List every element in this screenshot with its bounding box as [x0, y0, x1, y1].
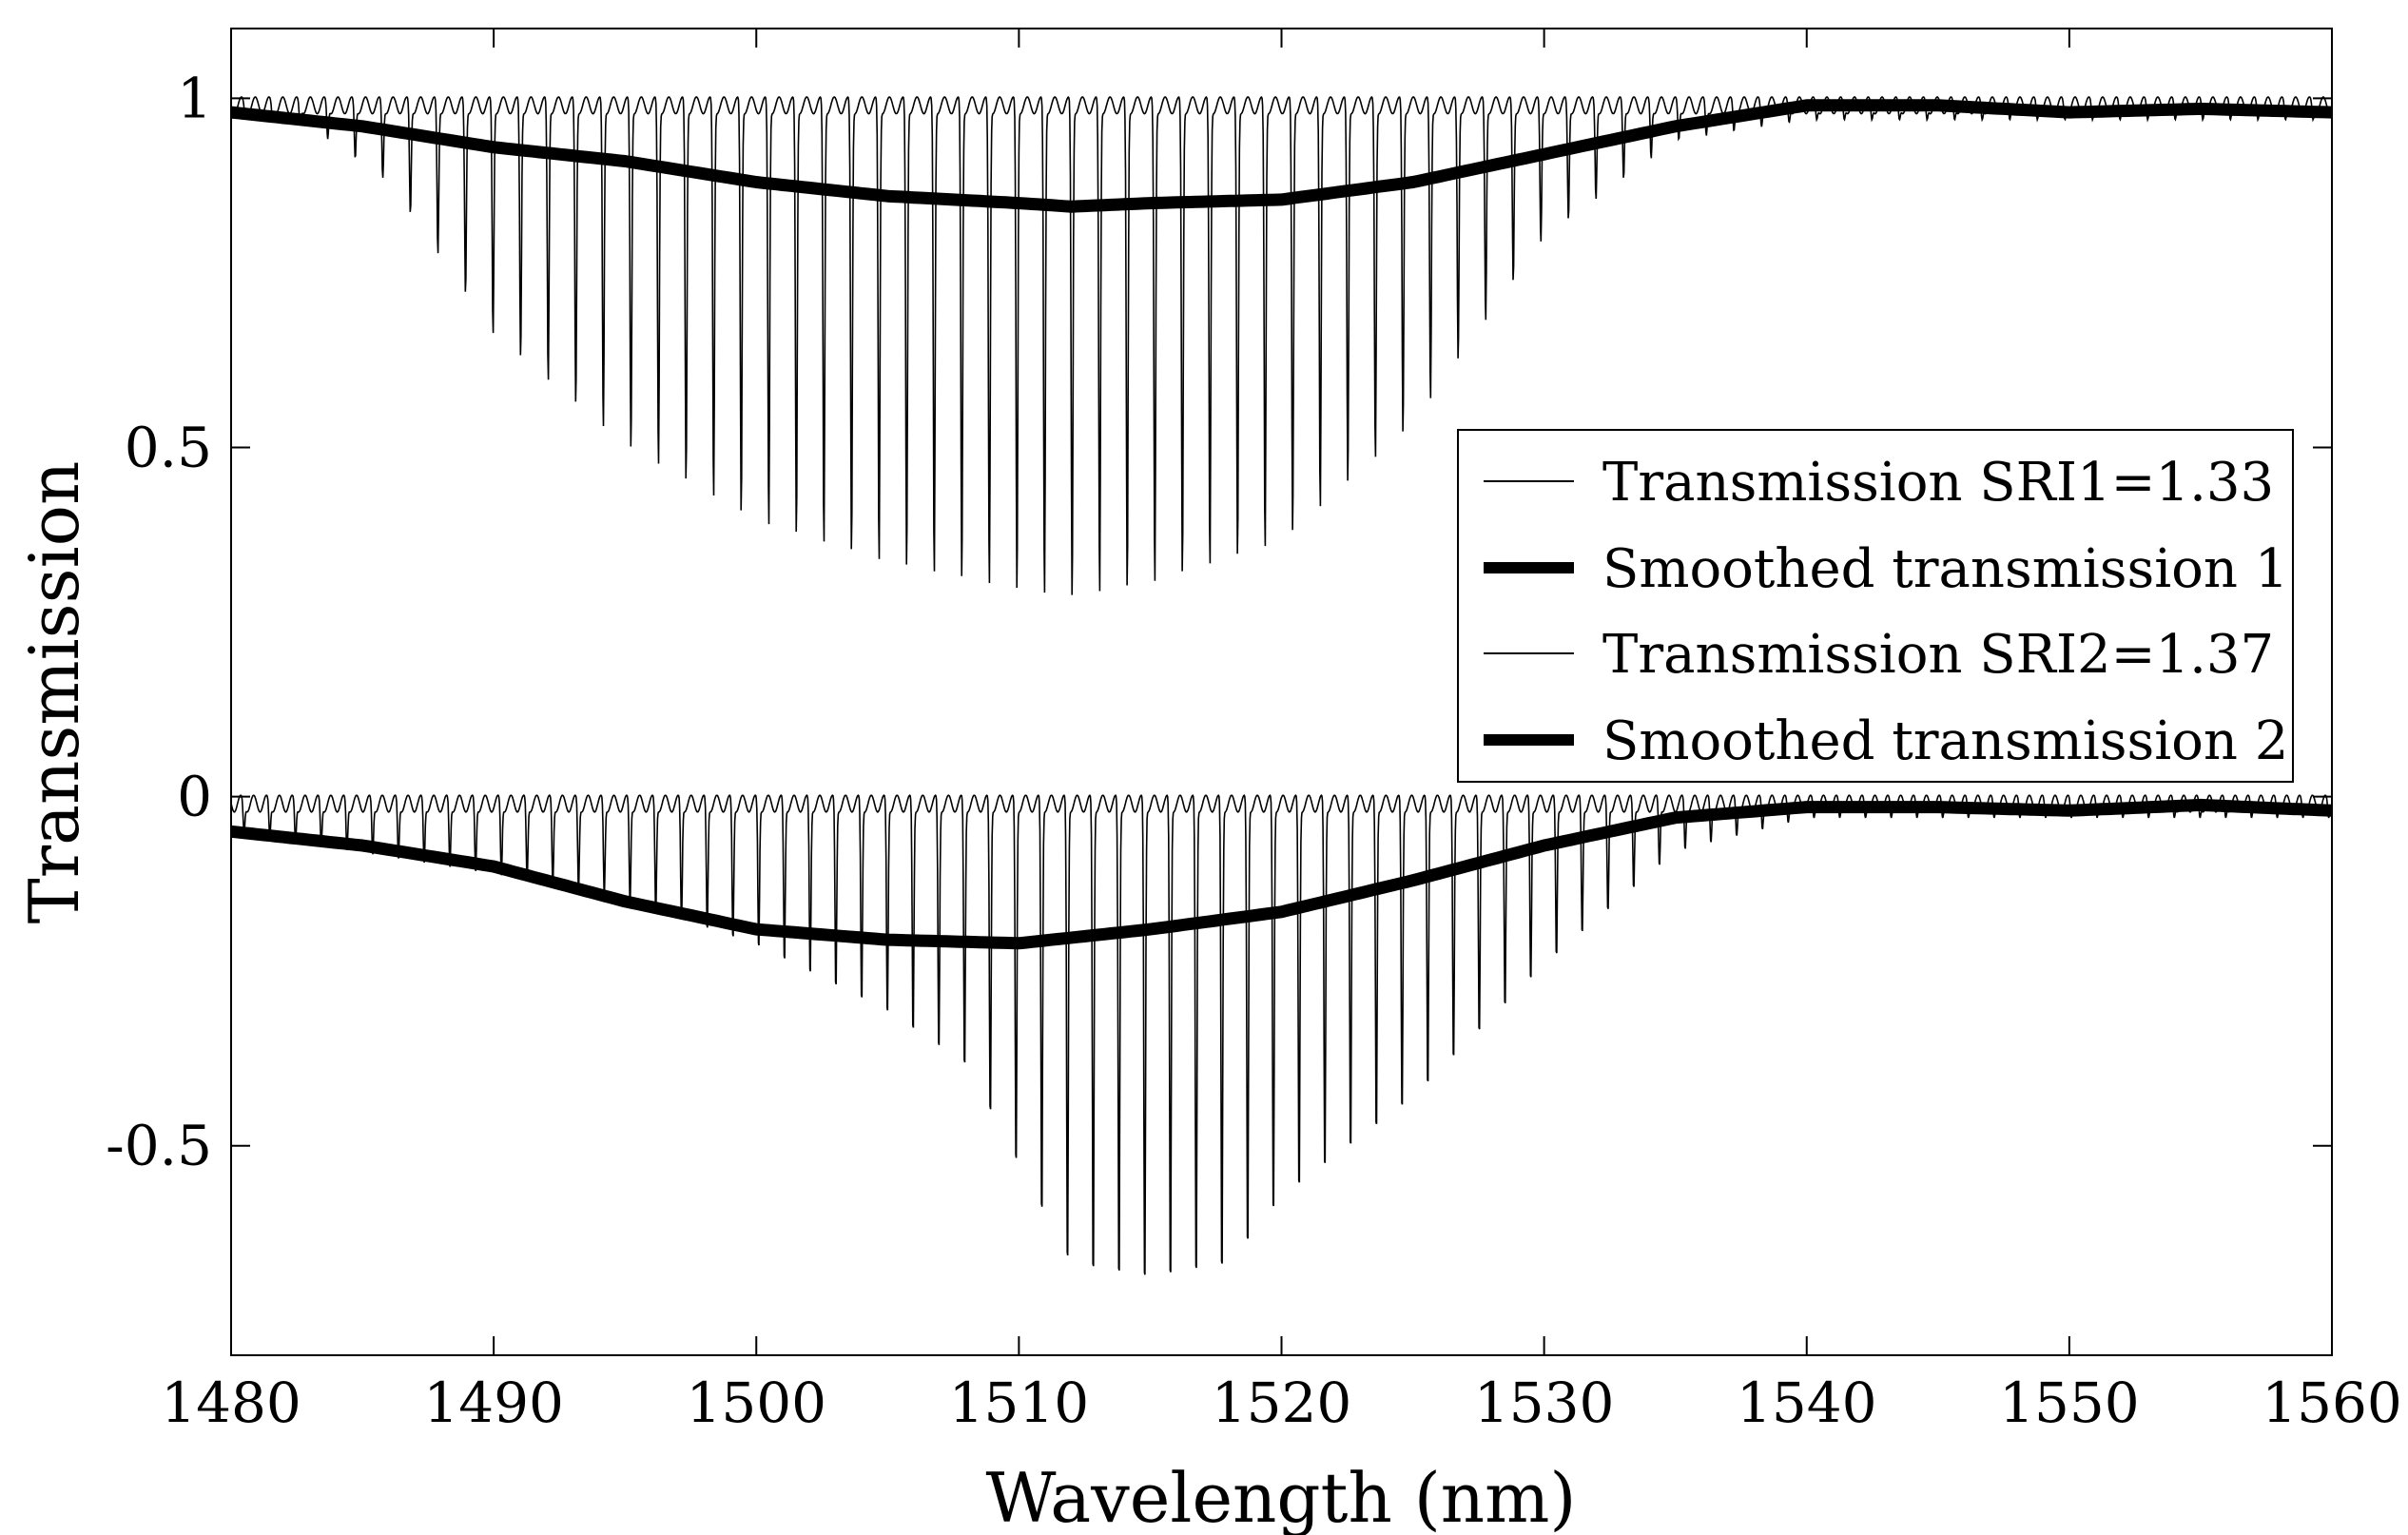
y-axis-title: Transmission	[14, 461, 94, 924]
x-tick-label: 1530	[1474, 1370, 1615, 1435]
x-tick-label: 1520	[1212, 1370, 1352, 1435]
series-line-2	[230, 99, 2333, 213]
x-tick-labels: 1480 1490 1500 1510 1520 1530 1540 1550 1560	[161, 1370, 2402, 1435]
y-tick-labels: -0.5 0 0.5 1	[106, 66, 212, 1177]
x-tick-label: 1480	[161, 1370, 301, 1435]
legend-label-series-1: Transmission SRI1=1.33	[1602, 452, 2274, 514]
axis-ticks	[230, 29, 2333, 1355]
series-line-4	[230, 798, 2333, 950]
x-axis-title: Wavelength (nm)	[985, 1458, 1576, 1535]
legend: Transmission SRI1=1.33 Smoothed transmis…	[1457, 429, 2294, 783]
x-tick-label: 1550	[1999, 1370, 2140, 1435]
x-tick-label: 1560	[2262, 1370, 2402, 1435]
y-tick-label: 0	[177, 765, 212, 829]
legend-box	[1457, 429, 2294, 783]
series-line-3	[230, 794, 2332, 1275]
x-tick-label: 1490	[423, 1370, 564, 1435]
x-tick-label: 1500	[686, 1370, 826, 1435]
y-tick-label: 1	[177, 66, 212, 130]
legend-label-series-3: Transmission SRI2=1.37	[1602, 624, 2274, 686]
legend-label-series-2: Smoothed transmission 1	[1602, 538, 2288, 600]
x-tick-label: 1540	[1737, 1370, 1877, 1435]
legend-label-series-4: Smoothed transmission 2	[1602, 710, 2288, 772]
x-tick-label: 1510	[949, 1370, 1090, 1435]
y-tick-label: -0.5	[106, 1114, 212, 1178]
data-lines	[230, 95, 2333, 1275]
y-tick-label: 0.5	[125, 416, 212, 480]
series-line-1	[230, 95, 2333, 595]
